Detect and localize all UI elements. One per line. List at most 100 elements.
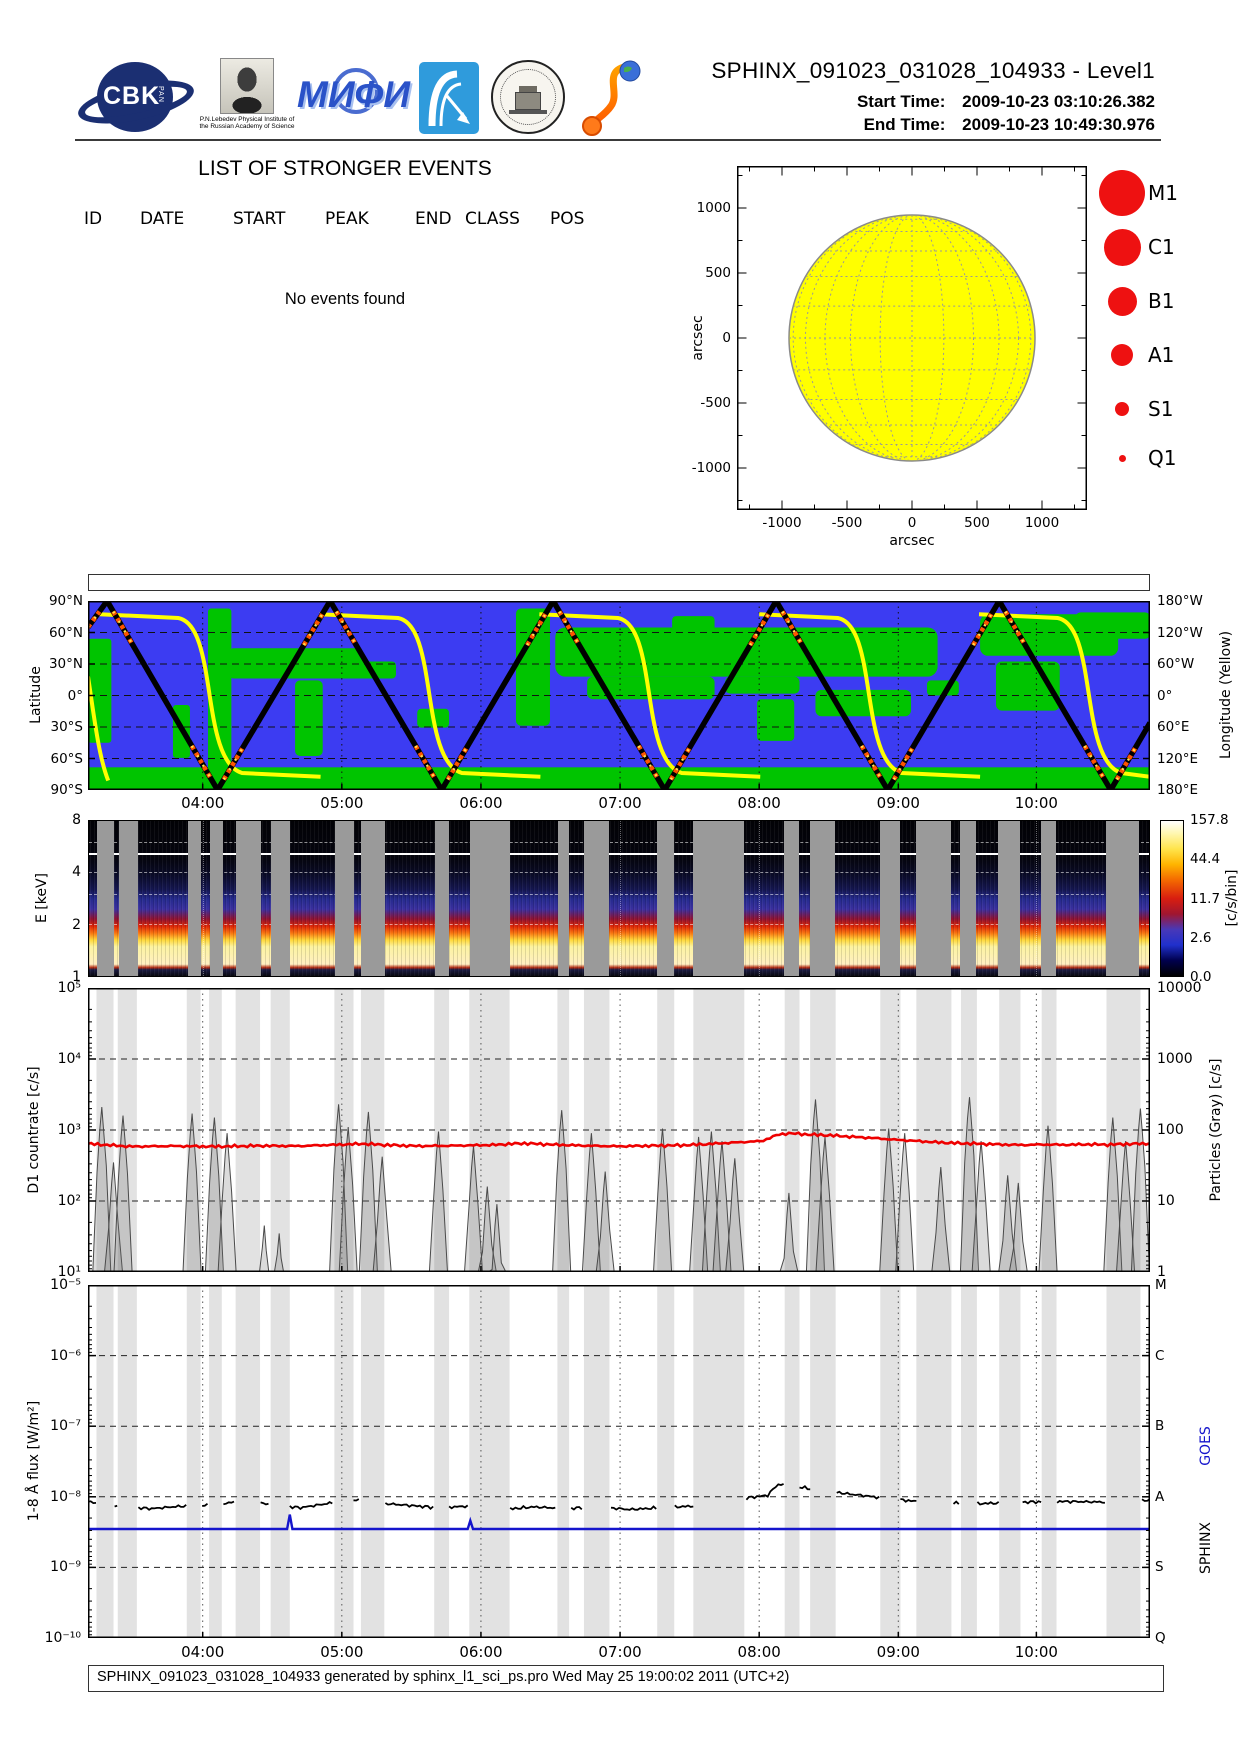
spectrogram-hour-line	[203, 821, 205, 976]
legend-label: B1	[1148, 289, 1175, 313]
longitude-tick-label: 120°E	[1157, 750, 1199, 767]
events-column-header: ID	[84, 209, 103, 229]
data-gap-stripe	[879, 821, 900, 976]
data-gap-stripe	[209, 821, 223, 976]
xray-flux-canvas	[87, 1284, 1151, 1639]
data-gap-stripe	[1105, 821, 1140, 976]
d1-y-tick-label: 10⁴	[57, 1051, 81, 1067]
data-gap-stripe	[998, 821, 1020, 976]
mephi-logo: МИФИ	[297, 64, 410, 130]
map-y-axis-title: Latitude	[28, 666, 44, 724]
legend-marker	[1103, 228, 1141, 266]
data-gap-stripe	[657, 821, 675, 976]
arch-logo-art	[428, 70, 470, 127]
spectrogram-y-tick-label: 1	[72, 969, 81, 985]
lebedev-institute-logo: P.N.Lebedev Physical Institute of the Ru…	[199, 56, 295, 138]
spectrogram-y-axis-title: E [keV]	[34, 872, 50, 924]
data-gap-stripe	[784, 821, 800, 976]
colorbar-tick-label: 157.8	[1190, 812, 1229, 828]
time-tick-label: 04:00	[181, 1643, 225, 1661]
events-column-header: POS	[550, 209, 585, 229]
sun-y-axis-title: arcsec	[690, 315, 706, 361]
sun-y-tick-label: 1000	[696, 200, 731, 216]
particles-y-tick-label: 100	[1157, 1122, 1184, 1138]
time-tick-label: 06:00	[459, 794, 503, 812]
flux-y-tick-label: 10⁻⁹	[50, 1559, 81, 1576]
spectrogram-y-tick-label: 2	[72, 916, 81, 933]
data-gap-stripe	[960, 821, 977, 976]
spectrogram-grid-line	[89, 872, 1149, 874]
sphinx-logo	[577, 56, 647, 138]
particles-y-tick-label: 10	[1157, 1193, 1175, 1209]
events-title: LIST OF STRONGER EVENTS	[198, 157, 492, 180]
d1-y-tick-label: 10³	[57, 1122, 81, 1138]
sun-x-tick-label: 1000	[1024, 515, 1060, 531]
page-title: SPHINX_091023_031028_104933 - Level1	[711, 58, 1155, 83]
latitude-tick-label: 90°N	[48, 593, 83, 609]
mephi-logo-text: МИФИ	[297, 74, 410, 115]
particles-y-tick-label: 1	[1157, 1264, 1166, 1280]
data-gap-stripe	[1040, 821, 1056, 976]
colorbar-tick-label: 44.4	[1190, 851, 1221, 868]
header-divider	[75, 139, 1161, 141]
time-tick-label: 09:00	[876, 1643, 920, 1661]
solar-disk-canvas	[737, 166, 1087, 510]
data-gap-stripe	[271, 821, 291, 976]
d1-y-axis-title: D1 countrate [c/s]	[26, 1066, 42, 1194]
sun-y-tick-label: -500	[700, 395, 731, 411]
spectrogram-y-tick-label: 8	[72, 812, 81, 828]
colorbar-unit-label: [c/s/bin]	[1224, 869, 1240, 927]
legend-label: C1	[1148, 235, 1175, 259]
logo-strip: CBK PAN P.N.Lebedev Physical Institute o…	[74, 56, 647, 138]
orbit-map-canvas	[85, 598, 1153, 793]
sun-x-tick-label: -500	[831, 515, 863, 531]
cbk-globe	[97, 62, 173, 132]
data-gap-stripe	[236, 821, 261, 976]
seal-building	[515, 92, 541, 110]
goes-class-label: Q	[1155, 1630, 1166, 1646]
sphinx-series-label: SPHINX	[1198, 1521, 1214, 1575]
orbit-ground-track-plot	[85, 598, 1153, 793]
lebedev-portrait	[220, 58, 274, 114]
spectrogram-grid-line	[89, 893, 1149, 895]
flux-y-tick-label: 10⁻⁸	[50, 1488, 81, 1505]
goes-class-label: M	[1155, 1277, 1167, 1293]
flux-y-axis-title: 1-8 Å flux [W/m²]	[26, 1400, 42, 1522]
energy-spectrogram	[88, 820, 1150, 977]
legend-marker	[1107, 286, 1137, 316]
end-time-label: End Time:	[863, 115, 946, 134]
data-gap-stripe	[97, 821, 115, 976]
events-column-header: CLASS	[465, 209, 520, 229]
colorbar-tick-label: 0.0	[1190, 969, 1212, 985]
data-gap-stripe	[693, 821, 745, 976]
events-column-header: START	[233, 209, 286, 229]
time-tick-label: 05:00	[320, 794, 364, 812]
legend-marker	[1099, 170, 1145, 216]
time-tick-label: 06:00	[459, 1643, 503, 1661]
start-time-value: 2009-10-23 03:10:26.382	[962, 92, 1155, 111]
seal-inner-ring	[500, 69, 556, 125]
events-empty-message: No events found	[284, 290, 406, 308]
latitude-tick-label: 60°N	[48, 624, 83, 641]
longitude-tick-label: 60°E	[1157, 719, 1190, 735]
legend-label: A1	[1148, 343, 1175, 367]
arch-logo	[419, 62, 479, 134]
data-gap-stripe	[557, 821, 570, 976]
sun-x-axis-title: arcsec	[889, 533, 935, 549]
time-tick-label: 07:00	[598, 1643, 642, 1661]
longitude-tick-label: 60°W	[1157, 656, 1195, 672]
calibration-line	[89, 852, 1149, 855]
seal-building-base	[509, 110, 547, 114]
legend-marker	[1115, 402, 1129, 416]
sun-y-tick-label: -1000	[691, 460, 731, 476]
events-column-header: PEAK	[325, 209, 369, 229]
time-tick-label: 10:00	[1014, 794, 1058, 812]
time-tick-label: 10:00	[1014, 1643, 1058, 1661]
data-gap-stripe	[118, 821, 138, 976]
flux-y-tick-label: 10⁻¹⁰	[44, 1630, 81, 1646]
xray-flux-plot	[87, 1284, 1151, 1639]
time-tick-label: 07:00	[598, 794, 642, 812]
data-gap-stripe	[361, 821, 385, 976]
latitude-tick-label: 0°	[67, 687, 83, 704]
